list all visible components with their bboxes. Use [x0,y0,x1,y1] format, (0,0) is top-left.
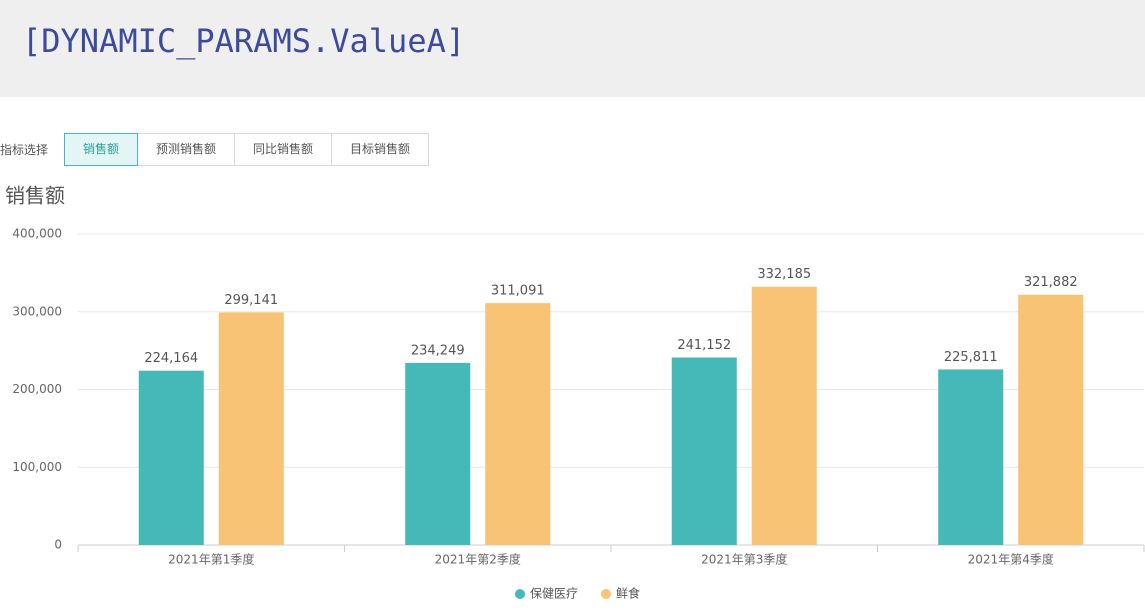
filter-tab[interactable]: 目标销售额 [331,133,430,166]
value-label: 311,091 [491,284,545,299]
y-tick-label: 100,000 [12,460,62,474]
value-label: 332,185 [757,267,811,282]
value-label: 224,164 [144,351,198,366]
x-tick-label: 2021年第3季度 [701,552,787,567]
x-tick-label: 2021年第2季度 [435,552,521,567]
value-label: 299,141 [224,293,278,308]
bar [138,370,204,545]
bar [405,362,471,545]
bar [218,312,284,545]
legend-marker [601,589,612,599]
y-tick-label: 0 [54,538,62,552]
legend-marker [515,589,525,599]
value-label: 234,249 [411,343,465,358]
y-tick-label: 300,000 [12,304,62,318]
value-label: 225,811 [944,350,998,365]
legend-label: 保健医疗 [530,587,578,601]
filter-tab[interactable]: 销售额 [64,133,139,166]
value-label: 321,882 [1024,275,1078,290]
filter-bar: 指标选择 销售额 预测销售额 同比销售额 目标销售额 [0,133,430,166]
y-tick-label: 200,000 [12,382,62,396]
page-title: [DYNAMIC_PARAMS.ValueA] [22,22,466,60]
value-label: 241,152 [677,338,731,353]
x-tick-label: 2021年第4季度 [968,552,1054,567]
filter-label: 指标选择 [0,143,49,157]
bar [1018,294,1084,545]
x-tick-label: 2021年第1季度 [168,552,254,567]
legend-label: 鲜食 [616,586,640,601]
y-tick-label: 400,000 [12,227,62,241]
bar [938,369,1004,545]
header: [DYNAMIC_PARAMS.ValueA] [0,0,1145,97]
bar [751,286,817,545]
chart-title: 销售额 [5,184,65,208]
bar [485,303,551,545]
bar [671,357,737,545]
